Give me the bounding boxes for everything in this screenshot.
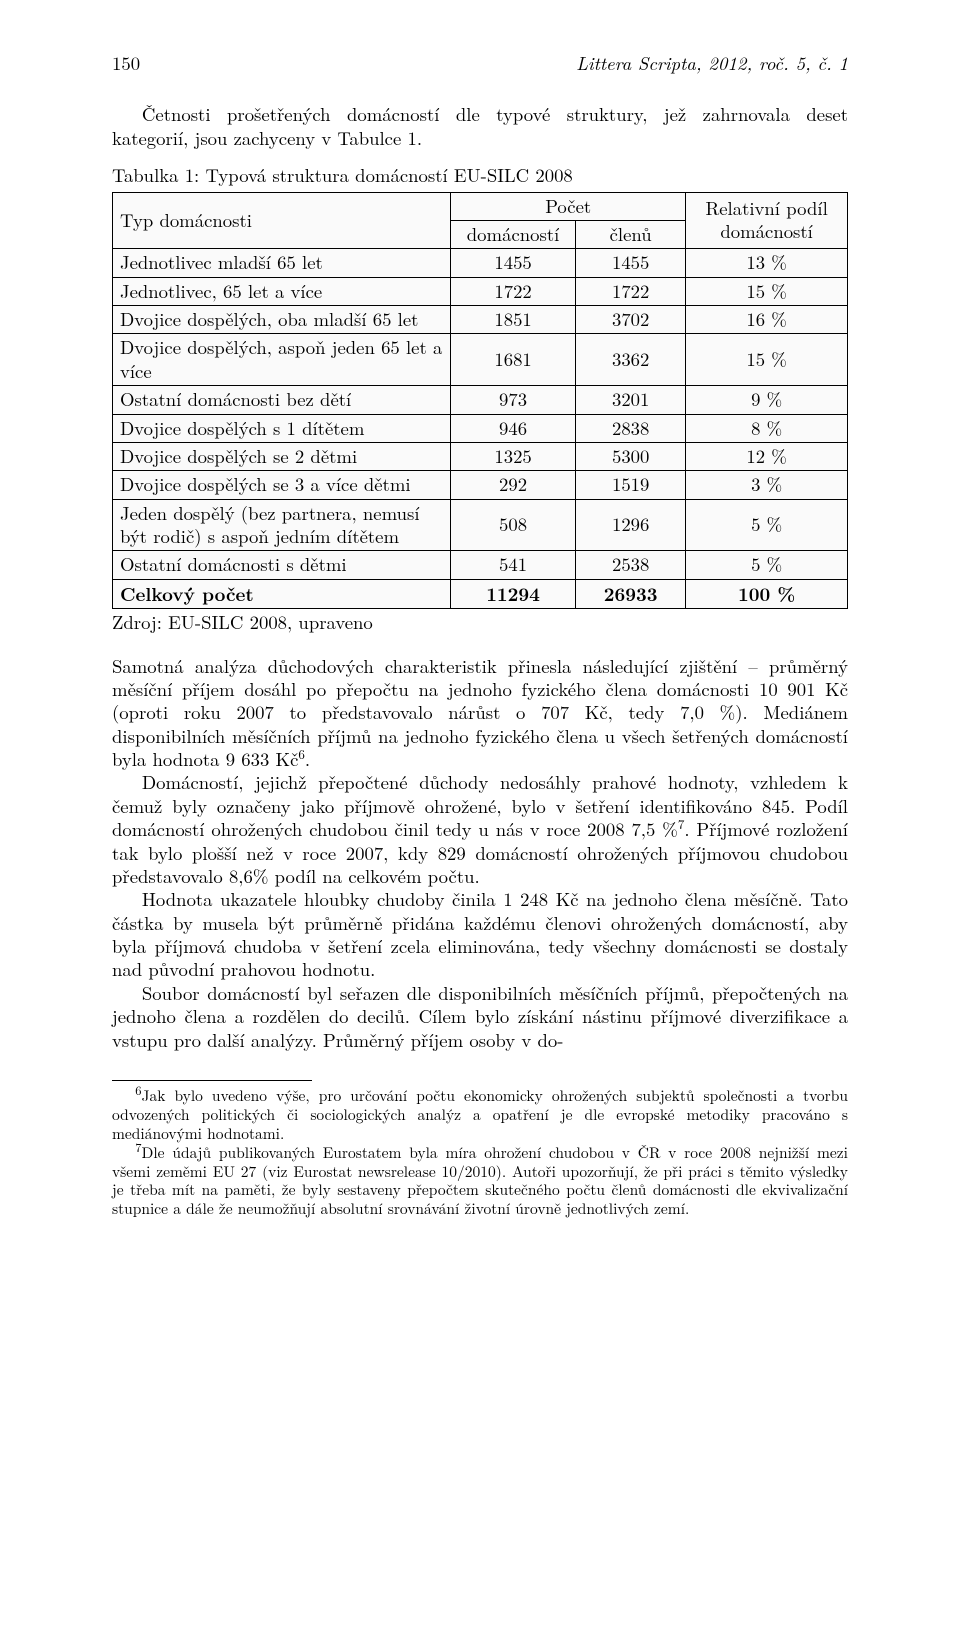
table-cell: 1296 xyxy=(576,499,686,551)
table-cell: 292 xyxy=(451,471,576,499)
table-cell: 13 % xyxy=(686,249,848,277)
table-cell: 541 xyxy=(451,551,576,579)
footnote-7: 7Dle údajů publikovaných Eurostatem byla… xyxy=(112,1144,848,1220)
table-cell: 16 % xyxy=(686,306,848,334)
table-cell: 15 % xyxy=(686,334,848,386)
table-cell: 1455 xyxy=(576,249,686,277)
table-cell: 9 % xyxy=(686,386,848,414)
table-row: Jednotlivec, 65 let a více1722172215 % xyxy=(113,277,848,305)
table-cell: 8 % xyxy=(686,414,848,442)
body-paragraph-4: Soubor domácností byl seřazen dle dispon… xyxy=(112,982,848,1052)
col-subheader-members: členů xyxy=(576,220,686,248)
table-row: Jeden dospělý (bez partnera, nemusí být … xyxy=(113,499,848,551)
body-paragraph-3: Hodnota ukazatele hloubky chudoby činila… xyxy=(112,888,848,982)
table-cell: Dvojice dospělých se 2 dětmi xyxy=(113,442,451,470)
table-cell: 26933 xyxy=(576,579,686,608)
table-row: Dvojice dospělých se 3 a více dětmi29215… xyxy=(113,471,848,499)
col-header-type: Typ domácnosti xyxy=(113,192,451,249)
table-row: Dvojice dospělých, oba mladší 65 let1851… xyxy=(113,306,848,334)
table-cell: 1519 xyxy=(576,471,686,499)
table-cell: Celkový počet xyxy=(113,579,451,608)
table-caption: Tabulka 1: Typová struktura domácností E… xyxy=(112,164,848,187)
page-number: 150 xyxy=(112,52,140,75)
table-cell: 5 % xyxy=(686,499,848,551)
table-cell: Jednotlivec mladší 65 let xyxy=(113,249,451,277)
footnote-text: Jak bylo uvedeno výše, pro určování počt… xyxy=(112,1085,848,1144)
table-source: Zdroj: EU-SILC 2008, upraveno xyxy=(112,611,848,634)
table-cell: Jednotlivec, 65 let a více xyxy=(113,277,451,305)
table-header-row: Typ domácnosti Počet Relativní podíl dom… xyxy=(113,192,848,220)
table-cell: 11294 xyxy=(451,579,576,608)
intro-paragraph: Četnosti prošetřených domácností dle typ… xyxy=(112,103,848,150)
journal-title: Littera Scripta, 2012, roč. 5, č. 1 xyxy=(576,52,848,75)
table-cell: 15 % xyxy=(686,277,848,305)
table-cell: 3702 xyxy=(576,306,686,334)
body-text: Samotná analýza důchodových charakterist… xyxy=(112,653,848,773)
table-cell: 3201 xyxy=(576,386,686,414)
table-cell: 508 xyxy=(451,499,576,551)
table-cell: 1681 xyxy=(451,334,576,386)
table-cell: 2838 xyxy=(576,414,686,442)
table-cell: 946 xyxy=(451,414,576,442)
table-cell: 3 % xyxy=(686,471,848,499)
table-row: Jednotlivec mladší 65 let1455145513 % xyxy=(113,249,848,277)
body-paragraph-2: Domácností, jejichž přepočtené důchody n… xyxy=(112,771,848,888)
table-cell: Dvojice dospělých s 1 dítětem xyxy=(113,414,451,442)
footnote-text: Dle údajů publikovaných Eurostatem byla … xyxy=(112,1142,848,1220)
table-cell: Ostatní domácnosti bez dětí xyxy=(113,386,451,414)
col-subheader-households: domácností xyxy=(451,220,576,248)
footnote-6: 6Jak bylo uvedeno výše, pro určování poč… xyxy=(112,1087,848,1144)
table-row: Dvojice dospělých s 1 dítětem94628388 % xyxy=(113,414,848,442)
table-cell: Dvojice dospělých, aspoň jeden 65 let a … xyxy=(113,334,451,386)
col-header-relshare: Relativní podíl domácností xyxy=(686,192,848,249)
table-cell: 3362 xyxy=(576,334,686,386)
table-cell: 12 % xyxy=(686,442,848,470)
col-header-count: Počet xyxy=(451,192,686,220)
table-row: Dvojice dospělých, aspoň jeden 65 let a … xyxy=(113,334,848,386)
table-row: Celkový počet1129426933100 % xyxy=(113,579,848,608)
body-text: . xyxy=(305,746,310,772)
table-cell: 5300 xyxy=(576,442,686,470)
table-cell: 1722 xyxy=(451,277,576,305)
table-row: Ostatní domácnosti s dětmi54125385 % xyxy=(113,551,848,579)
table-cell: 1325 xyxy=(451,442,576,470)
table-cell: 5 % xyxy=(686,551,848,579)
table-cell: Dvojice dospělých se 3 a více dětmi xyxy=(113,471,451,499)
table-cell: Dvojice dospělých, oba mladší 65 let xyxy=(113,306,451,334)
footnote-rule xyxy=(112,1080,312,1081)
table-row: Ostatní domácnosti bez dětí97332019 % xyxy=(113,386,848,414)
running-header: 150 Littera Scripta, 2012, roč. 5, č. 1 xyxy=(112,52,848,75)
table-cell: 100 % xyxy=(686,579,848,608)
table-cell: 1455 xyxy=(451,249,576,277)
table-cell: 1722 xyxy=(576,277,686,305)
table-cell: 2538 xyxy=(576,551,686,579)
body-paragraph-1: Samotná analýza důchodových charakterist… xyxy=(112,655,848,772)
table-cell: 973 xyxy=(451,386,576,414)
table-cell: Ostatní domácnosti s dětmi xyxy=(113,551,451,579)
households-table: Typ domácnosti Počet Relativní podíl dom… xyxy=(112,192,848,610)
table-cell: Jeden dospělý (bez partnera, nemusí být … xyxy=(113,499,451,551)
table-row: Dvojice dospělých se 2 dětmi1325530012 % xyxy=(113,442,848,470)
table-cell: 1851 xyxy=(451,306,576,334)
